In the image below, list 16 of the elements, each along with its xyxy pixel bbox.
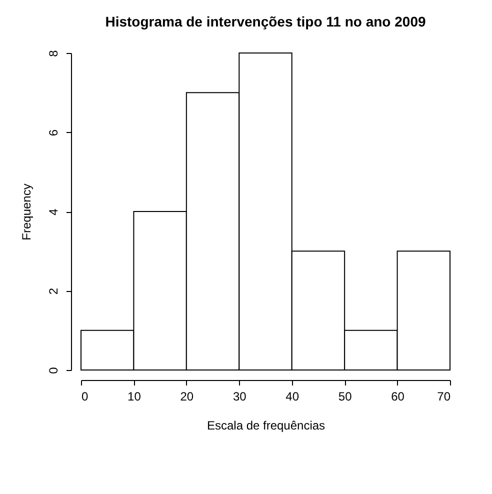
y-tick-label: 0 — [46, 366, 60, 374]
y-tick-label: 8 — [46, 50, 60, 57]
y-tick-label: 6 — [46, 129, 60, 136]
x-tick-label: 30 — [232, 390, 247, 404]
x-axis-title: Escala de frequências — [206, 418, 326, 432]
y-tick-label: 2 — [46, 288, 60, 295]
x-tick-label: 70 — [437, 390, 451, 404]
chart-title: Histograma de intervenções tipo 11 no ano 2009 — [105, 14, 426, 30]
y-tick-label: 4 — [46, 208, 60, 216]
x-tick-label: 40 — [286, 390, 300, 404]
x-tick-label: 60 — [391, 390, 405, 404]
y-axis-title: Frequency — [20, 184, 34, 240]
x-tick-label: 50 — [338, 390, 352, 404]
x-tick-label: 10 — [128, 390, 142, 404]
x-tick-label: 20 — [180, 390, 194, 404]
x-tick-label: 0 — [82, 390, 88, 404]
